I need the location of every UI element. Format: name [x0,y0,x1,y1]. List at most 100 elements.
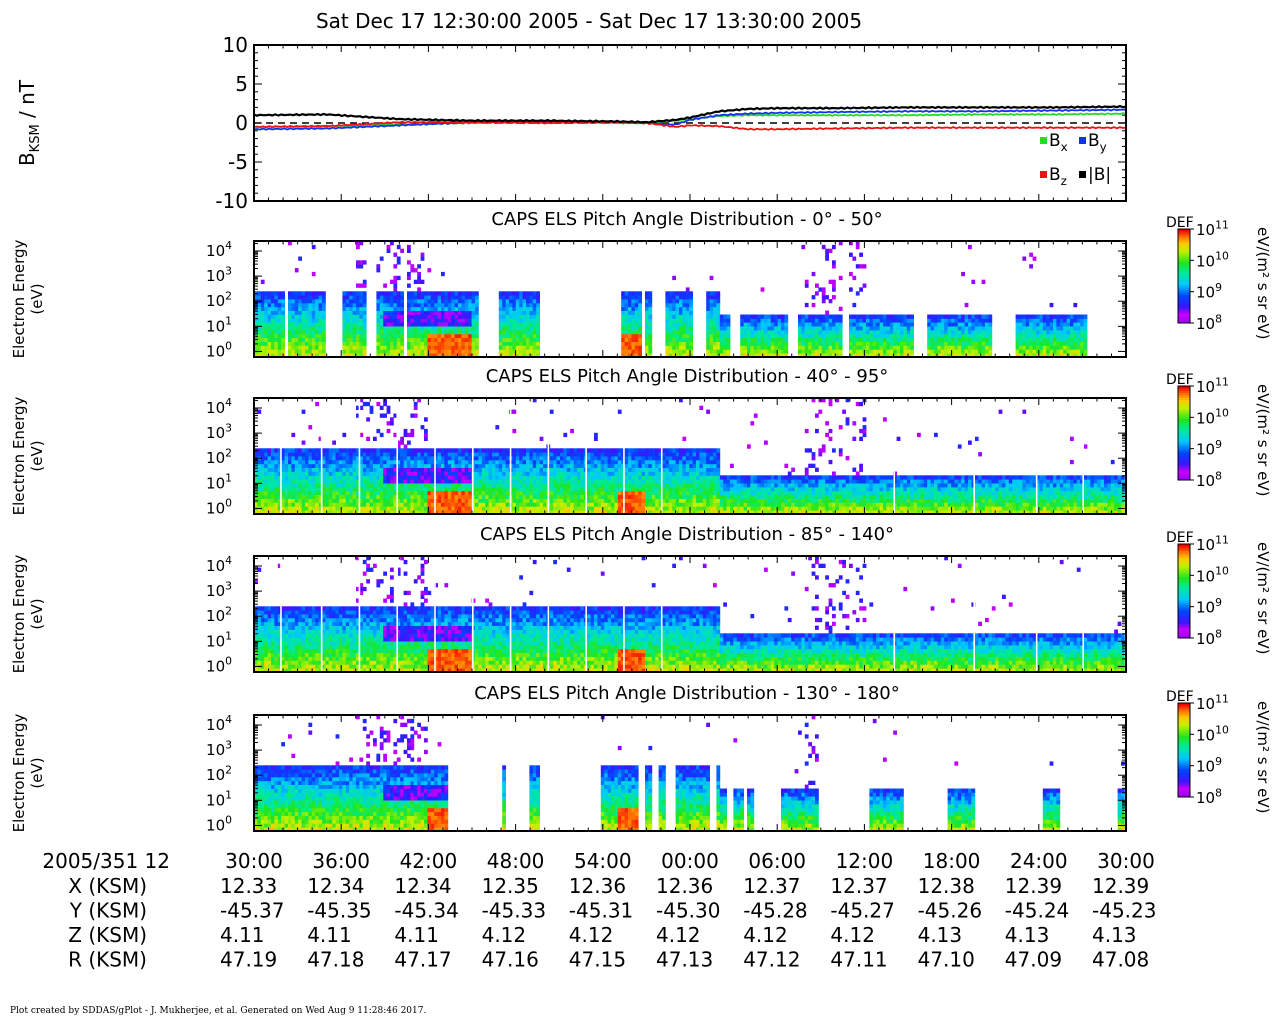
spectrogram-cell [781,345,785,350]
spectrogram-cell [974,341,979,346]
spectrogram-cell [362,314,367,319]
spectrogram-cell [352,322,357,327]
spectrogram-cell [505,299,510,304]
spectrogram-cell [624,506,629,511]
spectrogram-cell [485,490,489,496]
spectrogram-cell [352,353,357,357]
spectrogram-cell [519,510,523,514]
spectrogram-cell [713,318,717,323]
spectrogram-cell [634,314,639,319]
spectrogram-cell [556,467,561,472]
spectrogram-cell [437,295,442,300]
spectrogram-cell [390,349,394,354]
colorbar-step [1178,299,1190,303]
spectrogram-cell [563,494,568,499]
spectrogram-cell [407,318,411,323]
spectrogram-cell [393,299,398,304]
spectrogram-cell [577,490,581,496]
spectrogram-cell [645,291,649,296]
spectrogram-cell [322,295,326,300]
spectrogram-cell [315,345,319,350]
spectrogram-cell [471,333,476,339]
spectrogram-cell [441,318,445,323]
spectrogram-cell [679,329,683,335]
spectrogram-cell [284,471,289,476]
spectrogram-cell [274,318,279,323]
spectrogram-cell [937,314,942,319]
spectrogram-cell [988,349,993,354]
spectrogram-cell [852,322,857,327]
spectrogram-cell [407,322,411,327]
spectrogram-cell [400,248,404,253]
spectrogram-cell [475,322,479,327]
spectrogram-cell [468,322,472,327]
spectrogram-cell [288,498,292,503]
colorbar-step [1178,290,1190,293]
spectrogram-cell [553,475,557,480]
spectrogram-cell [869,341,874,346]
spectrogram-cell [458,490,462,496]
spectrogram-cell [529,471,534,476]
spectrogram-cell [298,494,302,499]
spectrogram-cell [464,483,469,488]
spectrogram-cell [502,333,506,339]
spectrogram-cell [352,486,357,492]
spectrogram-cell [536,448,540,453]
spectrogram-cell [862,318,867,323]
spectrogram-cell [301,314,306,319]
spectrogram-cell [716,291,721,296]
spectrogram-cell [590,502,595,507]
spectrogram-cell [400,467,404,472]
spectrogram-cell [498,318,503,323]
spectrogram-cell [757,326,761,331]
spectrogram-cell [458,329,462,335]
spectrogram-cell [1019,322,1023,327]
spectrogram-cell [349,502,353,507]
spectrogram-cell [648,314,653,319]
spectrogram-cell [964,314,969,319]
spectrogram-cell [978,345,982,350]
spectrogram-cell [634,353,639,357]
spectrogram-cell [359,329,364,335]
spectrogram-cell [543,471,547,476]
spectrogram-cell [532,310,537,315]
spectrogram-cell [345,314,350,319]
spectrogram-cell [679,295,683,300]
spectrogram-cell [709,302,714,308]
colorbar-step [1178,254,1190,258]
spectrogram-cell [519,326,523,331]
spectrogram-cell [356,463,360,468]
spectrogram-cell [451,486,455,492]
spectrogram-cell [886,329,891,335]
spectrogram-cell [1073,353,1078,357]
spectrogram-cell [413,341,418,346]
spectrogram-cell [536,506,540,511]
spectrogram-cell [672,310,676,315]
spectrogram-cell [434,353,438,357]
spectrogram-cell [488,467,493,472]
spectrogram-cell [434,471,438,476]
spectrogram-cell [369,486,374,492]
spectrogram-cell [519,486,523,492]
spectrogram-cell [529,479,534,484]
spectrogram-cell [308,448,313,453]
spectrogram-cell [458,502,462,507]
spectrogram-cell [410,299,415,304]
spectrogram-cell [383,463,387,468]
spectrogram-cell [458,318,462,323]
spectrogram-cell [719,314,724,319]
spectrogram-cell [322,506,326,511]
spectrogram-cell [359,299,364,304]
spectrogram-cell [471,310,476,315]
spectrogram-cell [342,463,347,468]
spectrogram-cell [288,353,292,357]
spectrogram-cell [332,490,336,496]
spectrogram-cell [604,479,608,484]
spectrogram-cell [798,314,802,319]
spectrogram-cell [400,291,404,296]
spectrogram-cell [849,318,853,323]
spectrogram-cell [359,471,364,476]
spectrogram-cell [835,329,840,335]
spectrogram-cell [315,490,319,496]
spectrogram-cell [400,322,404,327]
